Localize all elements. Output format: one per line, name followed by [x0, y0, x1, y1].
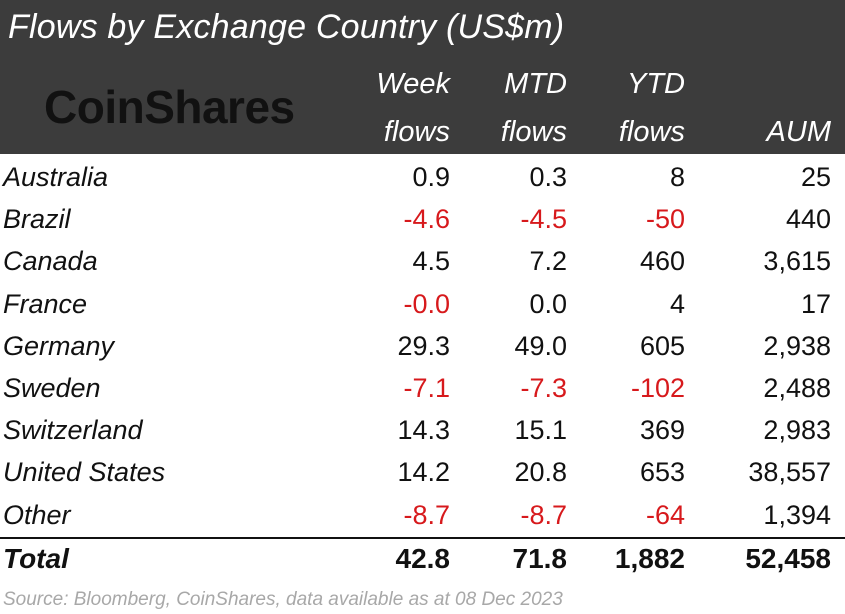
- col-ytd-line1: YTD: [627, 68, 685, 100]
- cell-mtd: 0.0: [529, 288, 567, 319]
- col-week-line1: Week: [376, 68, 450, 100]
- country-label: Switzerland: [3, 415, 143, 446]
- cell-week: -8.7: [403, 499, 450, 530]
- total-week: 42.8: [395, 543, 451, 574]
- table-row: United States 14.2 20.8 653 38,557: [0, 452, 845, 494]
- col-week-line2: flows: [383, 116, 450, 148]
- cell-ytd: 460: [639, 246, 685, 277]
- country-label: United States: [3, 457, 166, 488]
- cell-week: 29.3: [397, 330, 450, 361]
- cell-ytd: 369: [639, 415, 685, 446]
- table-row: Switzerland 14.3 15.1 369 2,983: [0, 410, 845, 452]
- cell-mtd: 0.3: [529, 162, 567, 192]
- country-label: Other: [3, 499, 71, 530]
- total-label: Total: [3, 543, 69, 574]
- total-mtd: 71.8: [512, 543, 568, 574]
- cell-aum: 3,615: [763, 246, 831, 277]
- cell-aum: 2,938: [763, 330, 831, 361]
- cell-week: -4.6: [403, 204, 450, 235]
- total-ytd: 1,882: [614, 543, 685, 574]
- table-row: France -0.0 0.0 4 17: [0, 284, 845, 326]
- table-row: Other -8.7 -8.7 -64 1,394: [0, 495, 845, 537]
- cell-aum: 2,983: [763, 415, 831, 446]
- col-aum-line2: AUM: [766, 116, 831, 148]
- cell-week: 4.5: [412, 246, 450, 277]
- coinshares-logo: CoinShares: [44, 81, 295, 133]
- cell-week: -7.1: [403, 373, 450, 403]
- cell-ytd: 4: [669, 288, 685, 319]
- country-label: Canada: [3, 246, 98, 277]
- source-note: Source: Bloomberg, CoinShares, data avai…: [3, 589, 563, 610]
- table-row: Canada 4.5 7.2 460 3,615: [0, 241, 845, 283]
- cell-week: 14.3: [397, 415, 450, 446]
- cell-mtd: -8.7: [520, 499, 567, 530]
- cell-mtd: 15.1: [514, 415, 567, 446]
- country-label: Brazil: [3, 204, 71, 235]
- total-divider: [0, 537, 845, 539]
- cell-ytd: 605: [639, 330, 685, 361]
- col-mtd-line1: MTD: [504, 68, 567, 100]
- cell-mtd: 7.2: [529, 246, 567, 277]
- col-ytd-line2: flows: [618, 116, 685, 148]
- cell-week: 0.9: [412, 162, 450, 192]
- country-label: Sweden: [3, 373, 101, 403]
- col-mtd-line2: flows: [500, 116, 567, 148]
- total-row: Total 42.8 71.8 1,882 52,458: [0, 538, 845, 580]
- total-aum: 52,458: [745, 543, 831, 574]
- cell-week: 14.2: [397, 457, 450, 488]
- cell-mtd: -7.3: [520, 373, 567, 403]
- cell-ytd: -50: [645, 204, 685, 235]
- table-header: Flows by Exchange Country (US$m) CoinSha…: [0, 0, 845, 154]
- table-row: Sweden -7.1 -7.3 -102 2,488: [0, 368, 845, 410]
- cell-ytd: -102: [630, 373, 685, 403]
- cell-aum: 25: [800, 162, 831, 192]
- country-label: Australia: [3, 162, 109, 192]
- cell-aum: 1,394: [763, 499, 831, 530]
- cell-mtd: -4.5: [520, 204, 567, 235]
- cell-ytd: 653: [639, 457, 685, 488]
- table-row: Germany 29.3 49.0 605 2,938: [0, 326, 845, 368]
- country-label: Germany: [3, 330, 115, 361]
- cell-ytd: 8: [669, 162, 685, 192]
- country-label: France: [3, 288, 88, 319]
- cell-mtd: 20.8: [514, 457, 567, 488]
- cell-mtd: 49.0: [514, 330, 567, 361]
- table-title: Flows by Exchange Country (US$m): [8, 8, 565, 46]
- table-row: Australia 0.9 0.3 8 25: [0, 157, 845, 199]
- cell-aum: 440: [785, 204, 831, 235]
- table-row: Brazil -4.6 -4.5 -50 440: [0, 199, 845, 241]
- cell-aum: 2,488: [763, 373, 831, 403]
- cell-ytd: -64: [645, 499, 685, 530]
- cell-aum: 38,557: [748, 457, 831, 488]
- cell-week: -0.0: [403, 288, 450, 319]
- cell-aum: 17: [800, 288, 831, 319]
